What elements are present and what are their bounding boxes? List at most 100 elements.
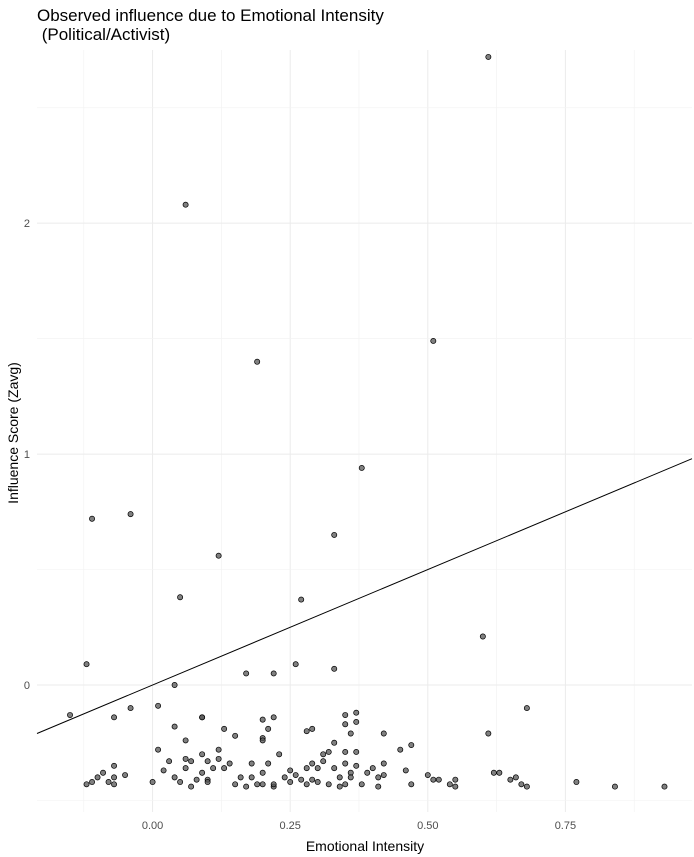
data-point bbox=[287, 779, 294, 785]
data-point bbox=[424, 772, 431, 779]
data-point bbox=[182, 201, 189, 208]
data-point bbox=[259, 716, 266, 723]
data-point bbox=[446, 781, 453, 788]
data-point bbox=[309, 760, 316, 767]
data-point bbox=[364, 769, 371, 776]
data-point bbox=[111, 774, 118, 781]
data-point bbox=[105, 779, 112, 785]
data-point bbox=[353, 709, 360, 716]
data-point bbox=[160, 767, 167, 774]
data-point bbox=[298, 776, 305, 783]
data-point bbox=[177, 779, 184, 785]
data-point bbox=[243, 670, 250, 677]
y-axis-title: Influence Score (Zavg) bbox=[5, 362, 21, 504]
data-points bbox=[67, 53, 668, 790]
data-point bbox=[342, 781, 349, 788]
data-point bbox=[215, 746, 222, 753]
data-point bbox=[215, 755, 222, 762]
x-tick-label: 0.25 bbox=[279, 820, 300, 832]
data-point bbox=[171, 723, 178, 730]
data-point bbox=[369, 765, 376, 772]
data-point bbox=[490, 769, 497, 776]
data-point bbox=[188, 783, 195, 790]
data-point bbox=[353, 718, 360, 725]
data-point bbox=[342, 749, 349, 755]
data-point bbox=[111, 714, 118, 721]
grid bbox=[37, 50, 692, 812]
data-point bbox=[177, 594, 184, 601]
data-point bbox=[199, 769, 206, 776]
chart-title-line2: (Political/Activist) bbox=[37, 25, 170, 44]
data-point bbox=[523, 783, 530, 790]
data-point bbox=[237, 774, 244, 781]
data-point bbox=[210, 765, 217, 772]
data-point bbox=[171, 682, 178, 688]
data-point bbox=[199, 751, 206, 758]
data-point bbox=[358, 464, 365, 471]
data-point bbox=[127, 511, 134, 518]
data-point bbox=[397, 746, 404, 753]
data-point bbox=[303, 728, 310, 735]
data-point bbox=[270, 670, 277, 677]
data-point bbox=[265, 760, 272, 767]
data-point bbox=[430, 776, 437, 783]
data-point bbox=[331, 665, 338, 672]
data-point bbox=[336, 783, 343, 790]
data-point bbox=[496, 769, 503, 776]
data-point bbox=[485, 53, 492, 60]
data-point bbox=[303, 765, 310, 772]
data-point bbox=[380, 772, 387, 779]
data-point bbox=[292, 661, 299, 668]
data-point bbox=[375, 783, 382, 790]
data-point bbox=[485, 730, 492, 737]
y-tick-label: 0 bbox=[24, 680, 30, 692]
data-point bbox=[111, 781, 118, 788]
y-tick-label: 2 bbox=[24, 218, 30, 230]
data-point bbox=[342, 721, 349, 728]
data-point bbox=[204, 779, 211, 785]
data-point bbox=[94, 774, 101, 781]
data-point bbox=[611, 783, 618, 790]
data-point bbox=[259, 737, 266, 744]
data-point bbox=[270, 714, 277, 721]
data-point bbox=[325, 749, 332, 755]
data-point bbox=[298, 596, 305, 603]
data-point bbox=[380, 730, 387, 737]
data-point bbox=[221, 725, 228, 732]
x-axis-ticks: 0.00 0.25 0.50 0.75 bbox=[142, 820, 576, 832]
data-point bbox=[518, 781, 525, 788]
x-tick-label: 0.75 bbox=[555, 820, 576, 832]
data-point bbox=[226, 760, 233, 767]
data-point bbox=[287, 767, 294, 774]
data-point bbox=[215, 552, 222, 559]
data-point bbox=[265, 725, 272, 732]
data-point bbox=[182, 755, 189, 762]
data-point bbox=[408, 781, 415, 788]
data-point bbox=[507, 776, 514, 783]
data-point bbox=[254, 781, 261, 788]
data-point bbox=[331, 531, 338, 538]
data-point bbox=[336, 774, 343, 781]
chart-title-line1: Observed influence due to Emotional Inte… bbox=[37, 6, 384, 25]
data-point bbox=[375, 774, 382, 781]
data-point bbox=[100, 769, 107, 776]
data-point bbox=[166, 758, 173, 765]
x-axis-title: Emotional Intensity bbox=[306, 838, 424, 854]
data-point bbox=[89, 779, 95, 785]
data-point bbox=[512, 774, 519, 781]
data-point bbox=[199, 714, 206, 721]
data-point bbox=[67, 712, 73, 718]
data-point bbox=[149, 779, 156, 785]
data-point bbox=[270, 781, 277, 788]
data-point bbox=[479, 633, 486, 640]
data-point bbox=[430, 337, 437, 344]
data-point bbox=[342, 760, 349, 767]
data-point bbox=[325, 781, 332, 788]
data-point bbox=[259, 781, 266, 788]
data-point bbox=[314, 765, 321, 772]
data-point bbox=[331, 765, 338, 772]
data-point bbox=[259, 769, 266, 776]
data-point bbox=[248, 760, 255, 767]
y-tick-label: 1 bbox=[24, 449, 30, 461]
